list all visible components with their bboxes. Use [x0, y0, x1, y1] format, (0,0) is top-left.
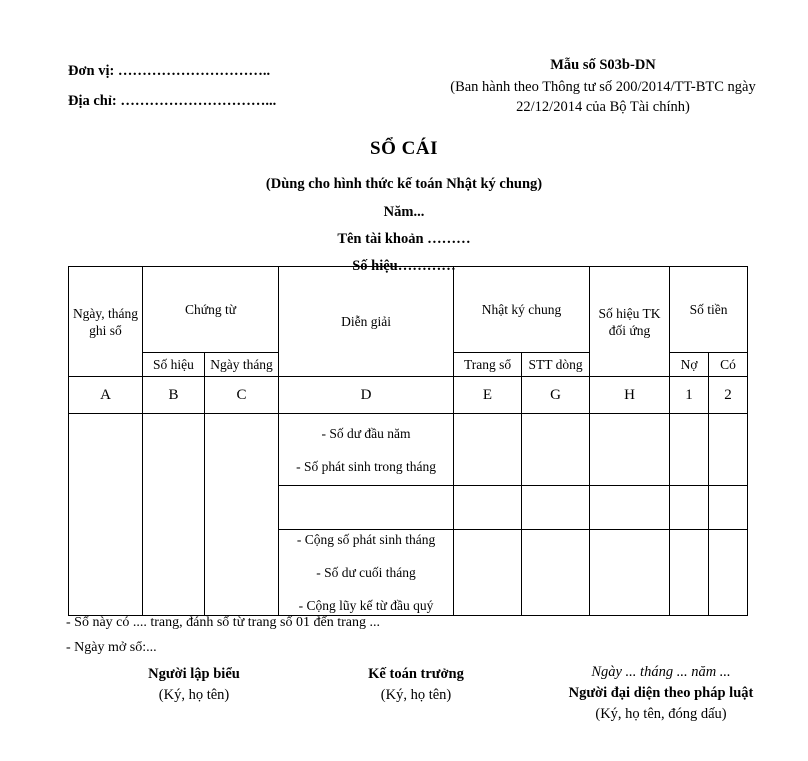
ledger-table-container: Ngày, tháng ghi sổ Chứng từ Diễn giải Nh… — [68, 266, 749, 616]
chief-accountant-role-label: Kế toán trưởng — [368, 666, 464, 682]
ledger-table: Ngày, tháng ghi sổ Chứng từ Diễn giải Nh… — [68, 266, 749, 616]
col-header-journal-group: Nhật ký chung — [453, 266, 591, 353]
address-label: Địa chỉ: — [68, 93, 117, 109]
cell-amount-debit[interactable] — [669, 413, 710, 486]
col-header-voucher-number: Số hiệu — [142, 352, 205, 377]
decree-line-2: 22/12/2014 của Bộ Tài chính) — [516, 99, 690, 115]
page-subtitle: (Dùng cho hình thức kế toán Nhật ký chun… — [265, 176, 543, 192]
account-name-field: Tên tài khoản ……… — [337, 231, 471, 247]
organization-header: Đơn vị: ………………………….. Địa chỉ: …………………………… — [68, 56, 408, 116]
chief-accountant-sign-note: (Ký, họ tên) — [380, 687, 452, 703]
column-letter-1: 1 — [669, 376, 710, 414]
col-header-amount-debit: Nợ — [669, 352, 710, 377]
legal-representative-date-line: Ngày ... tháng ... năm ... — [591, 664, 731, 680]
cell-date-recorded[interactable] — [68, 413, 143, 616]
header-row-sub: Số hiệu Ngày tháng Trang sổ STT dòng Nợ … — [69, 352, 749, 377]
col-header-journal-line: STT dòng — [521, 352, 591, 377]
description-item: - Cộng lũy kế từ đầu quý — [298, 598, 434, 613]
form-code: Mẫu số S03b-DN — [550, 57, 656, 73]
legal-representative-sign-note: (Ký, họ tên, đóng dấu) — [595, 706, 727, 722]
table-header: Ngày, tháng ghi sổ Chứng từ Diễn giải Nh… — [68, 266, 749, 377]
cell-amount-debit[interactable] — [669, 529, 710, 616]
column-letters-row: A B C D E G H 1 2 — [68, 376, 749, 414]
signature-block: Người lập biểu (Ký, họ tên) Kế toán trưở… — [0, 662, 808, 752]
cell-voucher-date[interactable] — [203, 413, 280, 616]
legal-representative-role-label: Người đại diện theo pháp luật — [568, 685, 754, 701]
note-page-count: - Sổ này có .... trang, đánh số từ trang… — [66, 615, 380, 630]
cell-journal-page[interactable] — [453, 413, 523, 486]
unit-dots: ………………………….. — [117, 63, 271, 79]
column-letter-b: B — [142, 376, 205, 414]
cell-description-opening[interactable]: - Số dư đầu năm - Số phát sinh trong thá… — [278, 413, 455, 486]
column-letter-e: E — [453, 376, 523, 414]
address-line: Địa chỉ: …………………………... — [68, 86, 408, 116]
description-item: - Số dư cuối tháng — [316, 565, 416, 580]
cell-amount-debit[interactable] — [669, 485, 710, 530]
cell-corresponding-account[interactable] — [589, 413, 671, 486]
note-open-date: - Ngày mở sổ:... — [66, 640, 157, 655]
cell-journal-page[interactable] — [453, 485, 523, 530]
title-block: SỔ CÁI (Dùng cho hình thức kế toán Nhật … — [0, 138, 808, 275]
table-row[interactable]: - Cộng số phát sinh tháng - Số dư cuối t… — [69, 529, 749, 616]
col-header-voucher-group: Chứng từ — [141, 266, 280, 353]
address-dots: …………………………... — [120, 93, 277, 109]
column-letter-h: H — [589, 376, 671, 414]
footer-notes: - Sổ này có .... trang, đánh số từ trang… — [66, 610, 380, 660]
header-row-top: Ngày, tháng ghi sổ Chứng từ Diễn giải Nh… — [68, 266, 749, 377]
preparer-role-label: Người lập biểu — [148, 666, 240, 682]
col-header-date-recorded: Ngày, tháng ghi sổ — [68, 266, 143, 377]
description-item: - Cộng số phát sinh tháng — [296, 532, 436, 547]
column-letter-a: A — [68, 376, 143, 414]
signature-preparer: Người lập biểu (Ký, họ tên) — [74, 664, 314, 706]
table-body: A B C D E G H 1 2 - Số dư đầu năm — [68, 376, 749, 616]
signature-legal-representative: Ngày ... tháng ... năm ... Người đại diệ… — [516, 662, 806, 725]
col-header-voucher-date: Ngày tháng — [203, 352, 280, 377]
cell-amount-credit[interactable] — [708, 485, 749, 530]
column-letter-d: D — [278, 376, 455, 414]
cell-amount-credit[interactable] — [708, 413, 749, 486]
cell-journal-page[interactable] — [453, 529, 523, 616]
col-header-journal-page: Trang sổ — [453, 352, 523, 377]
column-letter-2: 2 — [708, 376, 749, 414]
cell-description-blank[interactable] — [278, 485, 455, 530]
cell-corresponding-account[interactable] — [589, 485, 671, 530]
column-letter-c: C — [203, 376, 280, 414]
preparer-sign-note: (Ký, họ tên) — [158, 687, 230, 703]
unit-label: Đơn vị: — [68, 63, 115, 79]
cell-amount-credit[interactable] — [708, 529, 749, 616]
unit-line: Đơn vị: ………………………….. — [68, 56, 408, 86]
form-reference-header: Mẫu số S03b-DN (Ban hành theo Thông tư s… — [410, 55, 796, 117]
signature-chief-accountant: Kế toán trưởng (Ký, họ tên) — [296, 664, 536, 706]
description-item: - Số phát sinh trong tháng — [296, 458, 436, 474]
cell-voucher-number[interactable] — [142, 413, 205, 616]
decree-line-1: (Ban hành theo Thông tư số 200/2014/TT-B… — [450, 79, 756, 95]
page-title: SỔ CÁI — [370, 138, 438, 159]
cell-corresponding-account[interactable] — [589, 529, 671, 616]
year-field: Năm... — [383, 204, 425, 220]
col-header-amount-group: Số tiền — [669, 266, 749, 353]
column-letter-g: G — [521, 376, 591, 414]
col-header-description: Diễn giải — [278, 266, 455, 377]
cell-description-totals[interactable]: - Cộng số phát sinh tháng - Số dư cuối t… — [278, 529, 455, 616]
table-row[interactable]: - Số dư đầu năm - Số phát sinh trong thá… — [68, 413, 749, 616]
cell-journal-line[interactable] — [521, 485, 591, 530]
col-header-corresponding-account: Số hiệu TK đối ứng — [589, 266, 671, 377]
cell-journal-line[interactable] — [521, 413, 591, 486]
cell-journal-line[interactable] — [521, 529, 591, 616]
col-header-amount-credit: Có — [708, 352, 749, 377]
description-item: - Số dư đầu năm — [321, 425, 411, 441]
